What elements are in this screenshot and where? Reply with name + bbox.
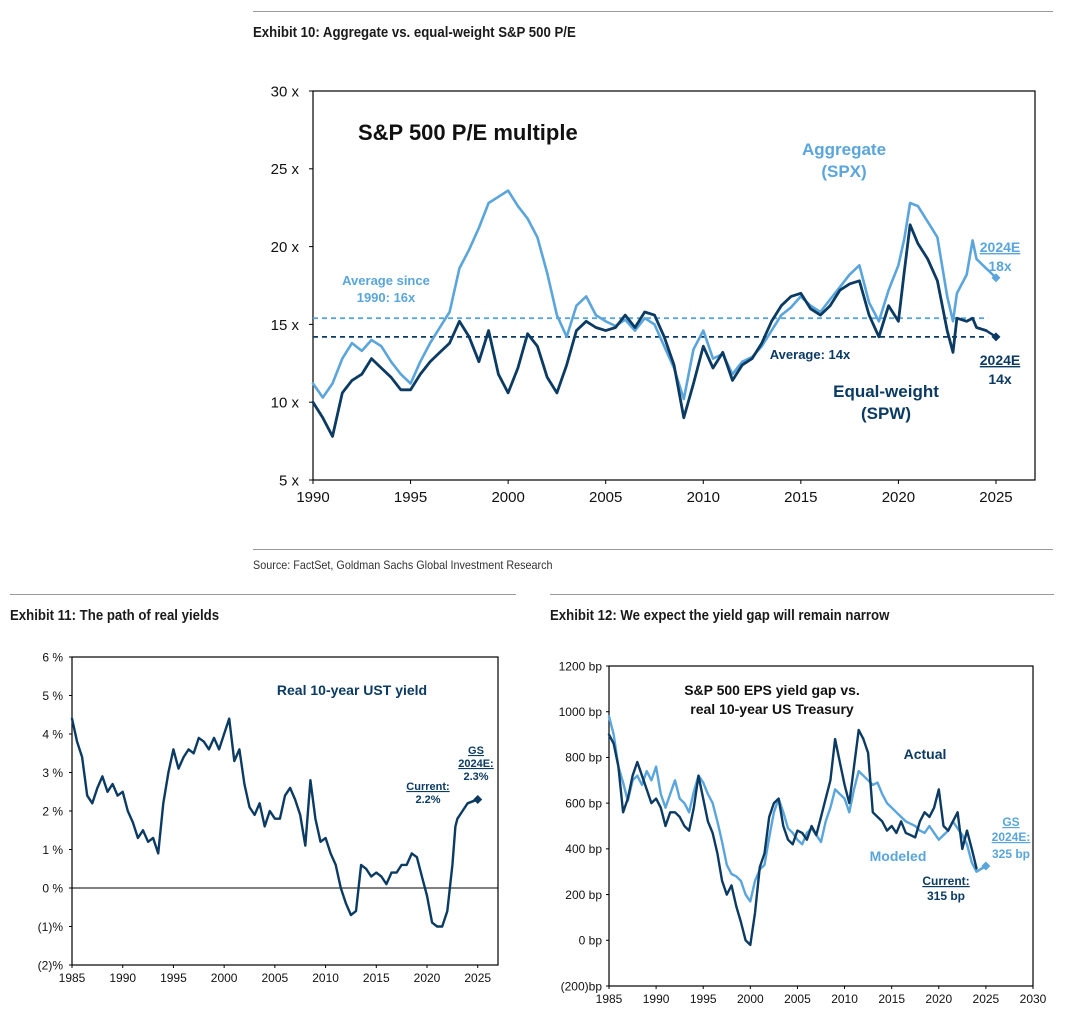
pe-aggregate-series-line xyxy=(311,189,988,401)
yield-gap-y-tick-label: 200 bp xyxy=(565,888,602,902)
yield-gap-x-tick-label: 1990 xyxy=(643,992,670,1006)
real-yield-x-tick-label: 2020 xyxy=(414,971,441,985)
exhibit10-bottom-rule xyxy=(253,549,1053,550)
yield-gap-actual-label: Actual xyxy=(904,746,947,762)
real-yield-x-tick-label: 2015 xyxy=(363,971,390,985)
real-yield-y-tick-label: 0 % xyxy=(42,881,63,895)
yield-gap-gs-2024e-label: GS xyxy=(1002,815,1019,829)
pe-aggregate-2024e-value: 18x xyxy=(988,258,1012,274)
pe-aggregate-2024e-label: 2024E xyxy=(980,239,1020,255)
real-yield-plot-frame xyxy=(71,656,499,966)
real-yield-x-tick-label: 1995 xyxy=(160,971,187,985)
real-yield-gs-2024e-value: 2.3% xyxy=(463,771,488,783)
pe-aggregate-projection-marker xyxy=(991,273,1001,283)
pe-y-tick-label: 20 x xyxy=(271,239,300,256)
yield-gap-current-value: 315 bp xyxy=(927,889,965,903)
yield-gap-y-tick-label: 400 bp xyxy=(565,842,602,856)
real-yield-x-tick-label: 2005 xyxy=(262,971,289,985)
yield-gap-y-tick-label: 0 bp xyxy=(579,934,603,948)
exhibit10-top-rule xyxy=(253,11,1053,12)
pe-plot-frame xyxy=(312,90,1036,481)
pe-x-tick-label: 2005 xyxy=(589,489,622,506)
exhibit12-title: Exhibit 12: We expect the yield gap will… xyxy=(550,607,890,624)
yield-gap-y-tick-label: 600 bp xyxy=(565,796,602,810)
pe-equal-weight-series-line xyxy=(311,223,988,438)
yield-gap-x-tick-label: 2010 xyxy=(831,992,858,1006)
yield-gap-projection-marker xyxy=(981,861,991,871)
real-yield-y-tick-label: 2 % xyxy=(42,804,63,818)
pe-y-tick-label: 25 x xyxy=(271,161,300,178)
yield-gap-chart-title-2: real 10-year US Treasury xyxy=(690,701,854,717)
yield-gap-current-label: Current: xyxy=(922,874,969,888)
real-yield-gs-2024e-label-2: 2024E: xyxy=(458,758,493,770)
real-yield-y-tick-label: 1 % xyxy=(42,843,63,857)
pe-y-tick-label: 10 x xyxy=(271,395,300,412)
real-yield-series-line xyxy=(70,717,469,928)
pe-y-tick-label: 15 x xyxy=(271,317,300,334)
yield-gap-gs-2024e-value: 325 bp xyxy=(992,847,1030,861)
pe-x-tick-label: 2025 xyxy=(979,489,1012,506)
real-yield-y-tick-label: (1)% xyxy=(38,920,64,934)
exhibit10-source: Source: FactSet, Goldman Sachs Global In… xyxy=(253,558,553,572)
yield-gap-x-tick-label: 2000 xyxy=(737,992,764,1006)
pe-equal-weight-2024e-label: 2024E xyxy=(980,352,1020,368)
real-yield-y-tick-label: 4 % xyxy=(42,727,63,741)
pe-x-tick-label: 2020 xyxy=(882,489,915,506)
real-yield-x-tick-label: 1990 xyxy=(109,971,136,985)
real-yield-current-value: 2.2% xyxy=(415,794,440,806)
real-yield-x-tick-label: 2010 xyxy=(312,971,339,985)
pe-average-since-1990-label: Average since xyxy=(342,273,430,288)
yield-gap-y-tick-label: 1200 bp xyxy=(559,659,603,673)
real-yield-current-label: Current: xyxy=(406,781,449,793)
pe-x-tick-label: 2010 xyxy=(687,489,720,506)
pe-aggregate-label-2: (SPX) xyxy=(821,162,866,181)
pe-y-tick-label: 5 x xyxy=(279,472,300,489)
pe-equal-weight-2024e-value: 14x xyxy=(988,371,1012,387)
pe-equal-weight-label-2: (SPW) xyxy=(861,404,911,423)
yield-gap-chart-title: S&P 500 EPS yield gap vs. xyxy=(684,682,860,698)
yield-gap-x-tick-label: 2025 xyxy=(973,992,1000,1006)
yield-gap-y-tick-label: 1000 bp xyxy=(559,705,603,719)
real-yield-chart-title: Real 10-year UST yield xyxy=(277,682,427,698)
yield-gap-x-tick-label: 2020 xyxy=(925,992,952,1006)
yield-gap-x-tick-label: 1995 xyxy=(690,992,717,1006)
yield-gap-actual-series-line xyxy=(607,728,978,947)
exhibit11-top-rule xyxy=(10,594,516,595)
exhibit10-title: Exhibit 10: Aggregate vs. equal-weight S… xyxy=(253,24,576,41)
real-yield-y-tick-label: (2)% xyxy=(38,958,64,972)
pe-chart-title: S&P 500 P/E multiple xyxy=(358,120,578,145)
yield-gap-plot-frame xyxy=(608,665,1034,987)
pe-equal-weight-label: Equal-weight xyxy=(833,382,939,401)
yield-gap-modeled-label: Modeled xyxy=(870,848,927,864)
yield-gap-gs-2024e-label-2: 2024E: xyxy=(992,830,1031,844)
real-yield-x-tick-label: 2025 xyxy=(464,971,491,985)
pe-equal-weight-projection-marker xyxy=(991,332,1001,342)
real-yield-x-tick-label: 1985 xyxy=(59,971,86,985)
yield-gap-y-tick-label: (200)bp xyxy=(561,979,603,993)
exhibit11-title: Exhibit 11: The path of real yields xyxy=(10,607,220,624)
real-yield-x-tick-label: 2000 xyxy=(211,971,238,985)
pe-x-tick-label: 1990 xyxy=(296,489,329,506)
real-yield-gs-2024e-label: GS xyxy=(468,745,484,757)
yield-gap-modeled-series-line xyxy=(607,715,978,903)
pe-average-since-1990-label-2: 1990: 16x xyxy=(357,290,416,305)
pe-x-tick-label: 2015 xyxy=(784,489,817,506)
pe-average-label: Average: 14x xyxy=(770,347,851,362)
yield-gap-x-tick-label: 2005 xyxy=(784,992,811,1006)
pe-x-tick-label: 1995 xyxy=(394,489,427,506)
pe-aggregate-label: Aggregate xyxy=(802,140,886,159)
yield-gap-x-tick-label: 2015 xyxy=(878,992,905,1006)
pe-x-tick-label: 2000 xyxy=(491,489,524,506)
yield-gap-x-tick-label: 2030 xyxy=(1020,992,1047,1006)
pe-y-tick-label: 30 x xyxy=(271,83,300,100)
yield-gap-x-tick-label: 1985 xyxy=(596,992,623,1006)
real-yield-projection-marker xyxy=(473,794,483,804)
real-yield-y-tick-label: 5 % xyxy=(42,689,63,703)
real-yield-y-tick-label: 6 % xyxy=(42,650,63,664)
exhibit12-top-rule xyxy=(550,594,1054,595)
real-yield-y-tick-label: 3 % xyxy=(42,766,63,780)
yield-gap-y-tick-label: 800 bp xyxy=(565,751,602,765)
